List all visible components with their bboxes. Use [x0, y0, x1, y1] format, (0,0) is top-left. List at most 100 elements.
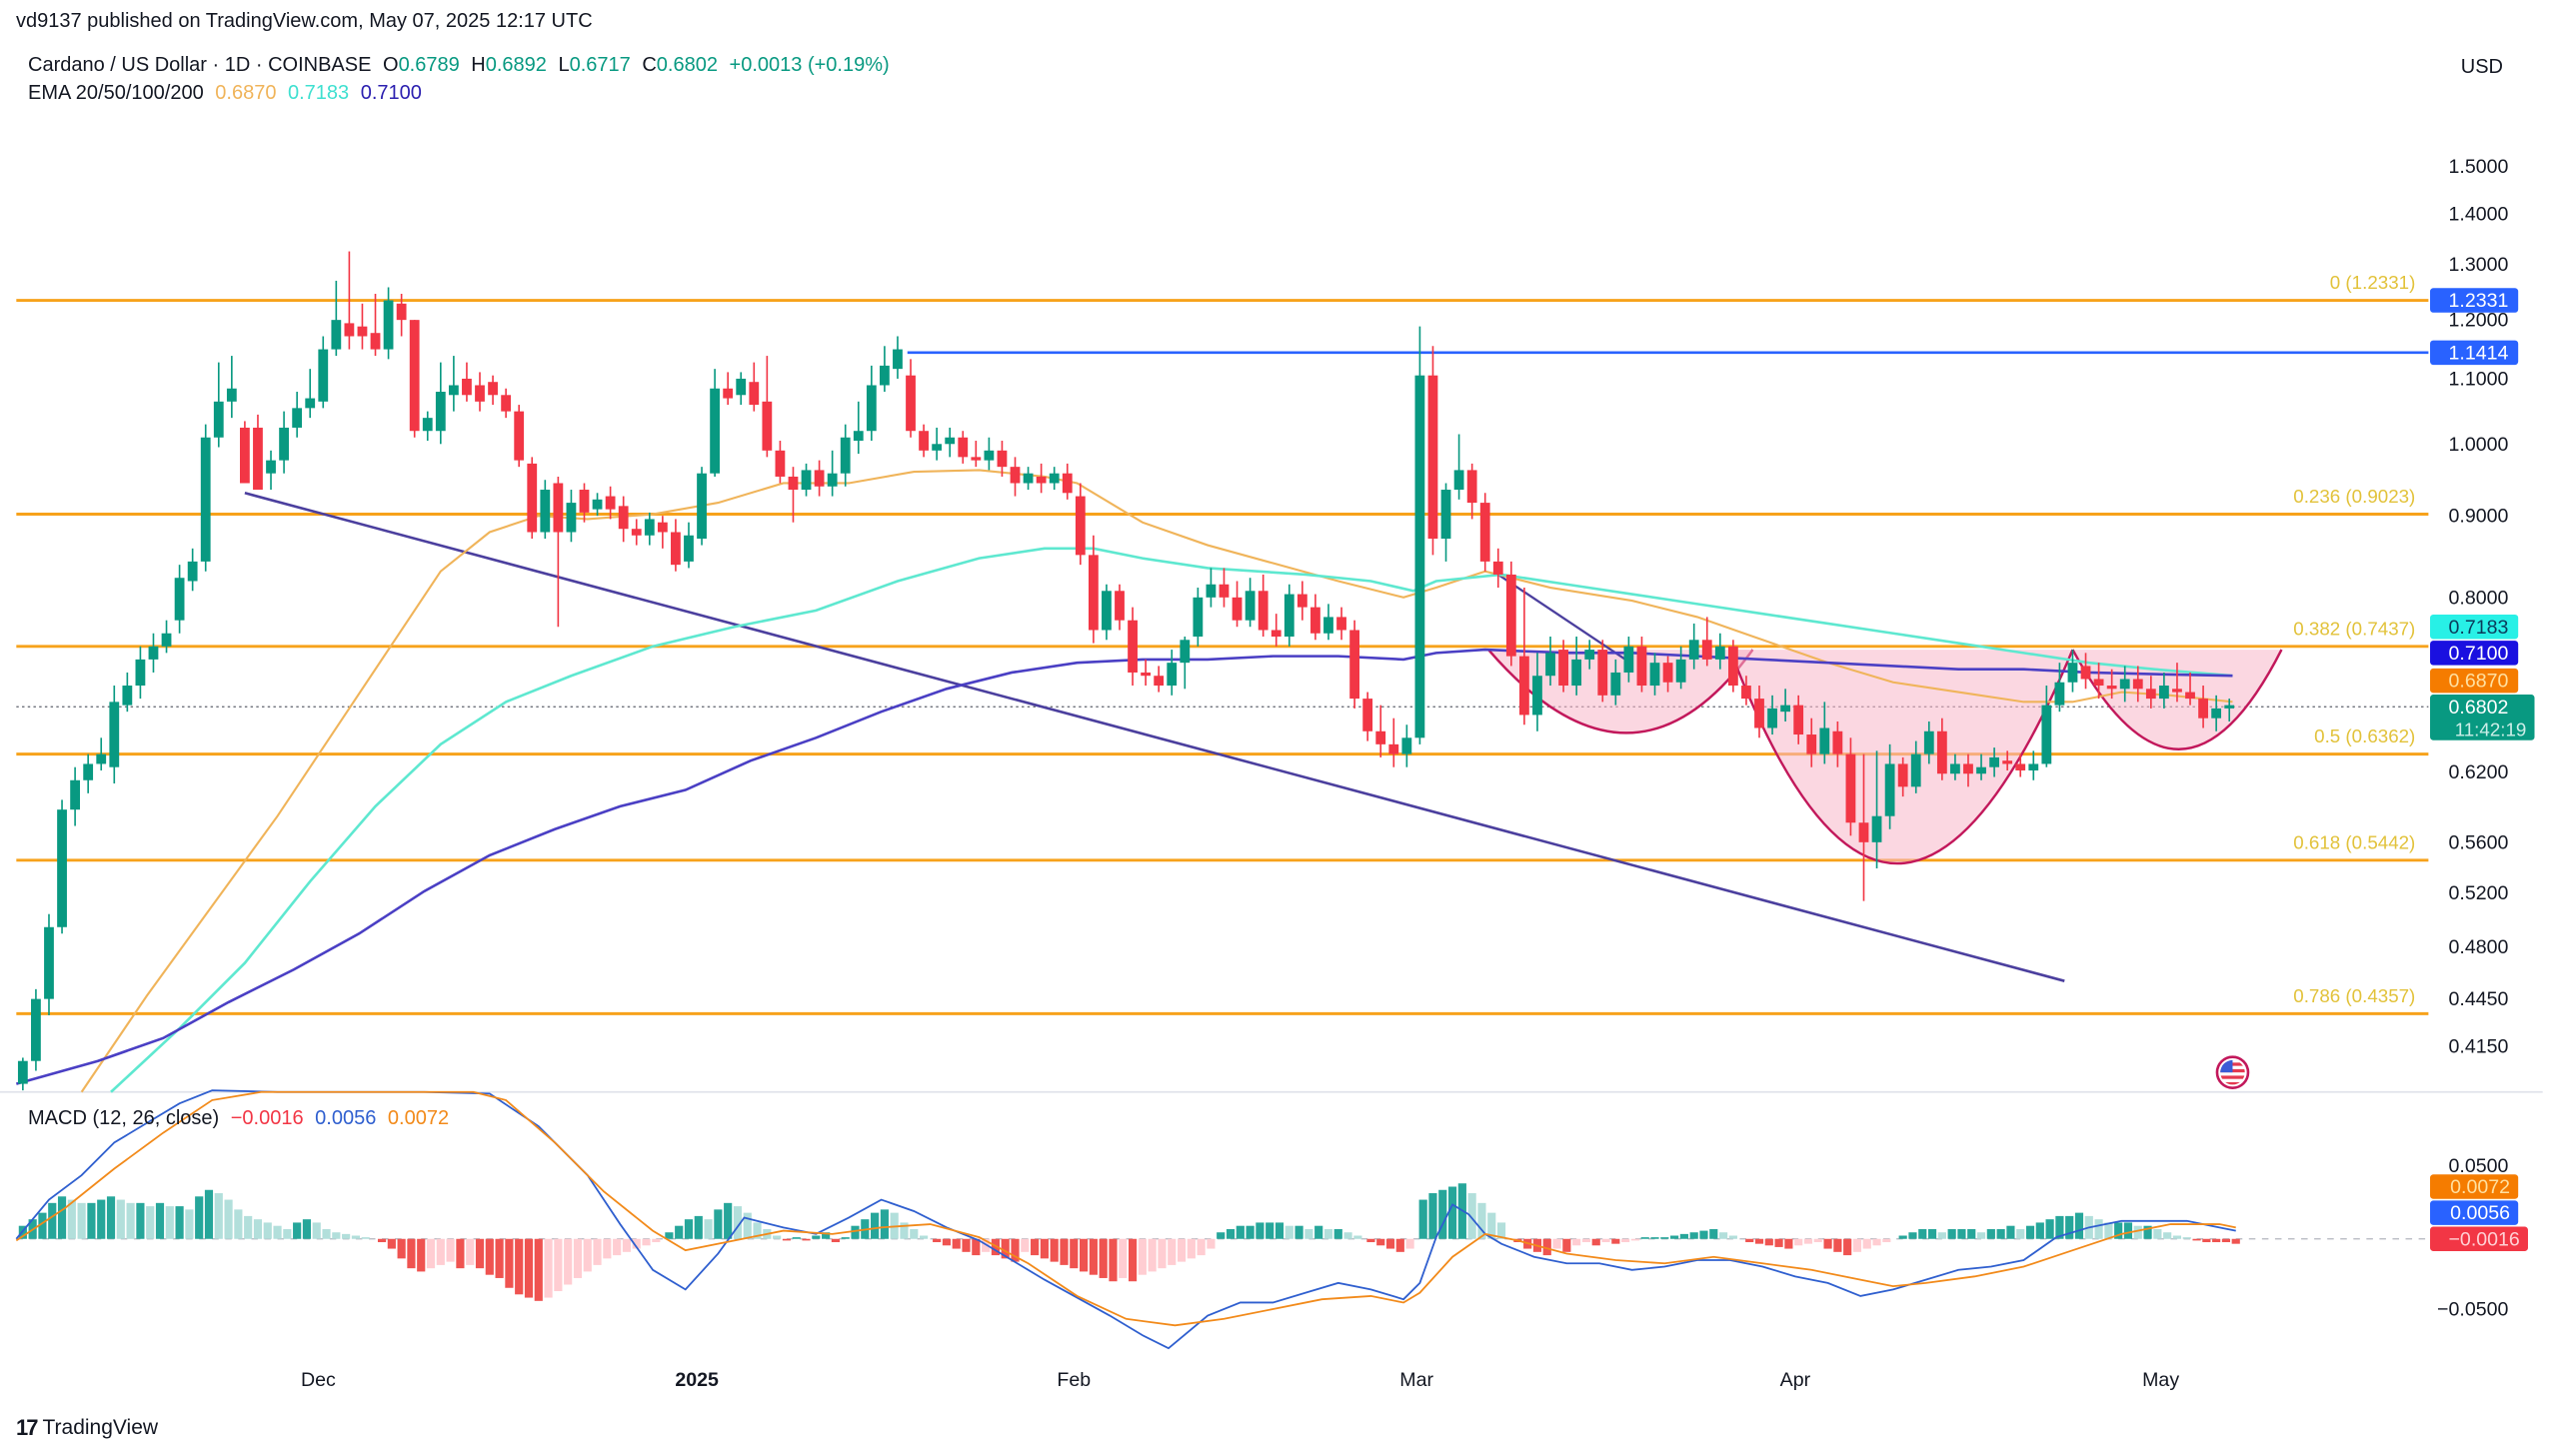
- candle: [1049, 473, 1060, 484]
- candle: [1897, 763, 1908, 787]
- fib-level-label: 0.786 (0.4357): [2293, 985, 2415, 1006]
- candle: [723, 388, 734, 399]
- us-flag-event-icon[interactable]: [2215, 1055, 2250, 1089]
- candle: [2080, 666, 2091, 680]
- candle: [514, 411, 525, 461]
- candle: [1296, 594, 1307, 608]
- candle: [1793, 705, 1804, 735]
- ema-100-line: [15, 648, 2233, 1085]
- time-tick-label: Mar: [1399, 1369, 1433, 1391]
- candle: [618, 506, 629, 530]
- candle: [31, 998, 41, 1061]
- fibonacci-retracement[interactable]: 0 (1.2331) 0.236 (0.9023) 0.382 (0.7437) 0.…: [16, 272, 2429, 1015]
- candle: [435, 392, 446, 432]
- candle: [684, 535, 694, 562]
- candle: [213, 401, 224, 438]
- candle: [592, 499, 603, 510]
- candle: [1505, 574, 1516, 657]
- candle: [1023, 473, 1034, 484]
- tradingview-logo-icon: 17: [16, 1415, 39, 1440]
- candle: [226, 388, 237, 402]
- candle: [710, 388, 720, 474]
- candle: [370, 333, 381, 350]
- candle: [240, 427, 250, 484]
- candle: [109, 702, 120, 767]
- candle: [1492, 561, 1503, 575]
- candle: [736, 378, 747, 396]
- macd-hist-value: −0.0016: [230, 1107, 304, 1129]
- candle: [501, 395, 512, 412]
- macd-tick-label: 0.0500: [2449, 1155, 2509, 1177]
- candle: [801, 470, 812, 491]
- candle: [605, 496, 616, 510]
- candle: [540, 490, 551, 533]
- candle: [1271, 630, 1281, 638]
- candle: [1141, 672, 1152, 677]
- candle: [1963, 763, 1973, 774]
- price-tick-label: 0.6200: [2449, 761, 2509, 783]
- candle: [1532, 676, 1542, 716]
- candle: [657, 522, 668, 533]
- candle: [2093, 679, 2104, 687]
- candle: [775, 450, 786, 477]
- price-tick-label: 1.4000: [2449, 204, 2509, 226]
- candle: [1453, 470, 1464, 491]
- candle: [1258, 591, 1269, 631]
- svg-text:1.2331: 1.2331: [2449, 290, 2509, 312]
- candle: [1036, 476, 1047, 484]
- candle: [83, 763, 94, 780]
- descending-trendline[interactable]: [244, 492, 2065, 982]
- short-trendline[interactable]: [1497, 574, 1626, 661]
- candle: [396, 303, 407, 321]
- candle: [383, 300, 394, 350]
- candle: [1806, 734, 1817, 754]
- candlestick-series[interactable]: [17, 251, 2235, 1091]
- svg-text:1.1414: 1.1414: [2449, 342, 2509, 364]
- candle: [1440, 490, 1451, 540]
- candle: [422, 418, 433, 432]
- candle: [1088, 555, 1099, 631]
- currency-label[interactable]: USD: [2460, 56, 2503, 78]
- candle: [997, 450, 1008, 468]
- candle: [1727, 646, 1738, 687]
- price-tick-label: 1.0000: [2449, 434, 2509, 456]
- candle: [840, 437, 851, 474]
- candle: [70, 779, 80, 810]
- candle: [1832, 730, 1843, 754]
- candle: [409, 320, 420, 432]
- candle: [971, 457, 982, 461]
- candle: [1219, 584, 1230, 598]
- candle: [2172, 689, 2182, 693]
- candle: [906, 375, 916, 432]
- candle: [1545, 653, 1555, 677]
- time-tick-label: May: [2142, 1369, 2179, 1391]
- candle: [1858, 822, 1869, 842]
- svg-text:0.0072: 0.0072: [2450, 1176, 2510, 1198]
- candle: [292, 408, 303, 428]
- candle: [1128, 620, 1138, 673]
- symbol-legend[interactable]: Cardano / US Dollar · 1D · COINBASE O0.6…: [28, 54, 896, 77]
- svg-text:0.7100: 0.7100: [2449, 643, 2509, 665]
- macd-legend[interactable]: MACD (12, 26, close) −0.0016 0.0056 0.00…: [28, 1107, 449, 1130]
- candle: [1584, 650, 1595, 660]
- candle: [1062, 473, 1073, 494]
- candle: [148, 646, 159, 660]
- candle: [266, 460, 276, 474]
- price-tick-label: 0.4450: [2449, 988, 2509, 1010]
- candle: [1310, 607, 1320, 634]
- candle: [96, 753, 107, 764]
- candle: [357, 326, 368, 337]
- macd-label: MACD (12, 26, close): [28, 1107, 220, 1129]
- candle: [305, 398, 316, 409]
- candle: [1206, 584, 1217, 598]
- candle: [122, 686, 133, 706]
- candle: [1741, 686, 1751, 700]
- candle: [1154, 676, 1165, 687]
- ema-legend[interactable]: EMA 20/50/100/200 0.6870 0.7183 0.7100: [28, 82, 428, 105]
- candle: [1714, 646, 1725, 660]
- candle: [1180, 640, 1191, 664]
- ema-50-line: [110, 547, 2233, 1093]
- candle: [2145, 689, 2156, 700]
